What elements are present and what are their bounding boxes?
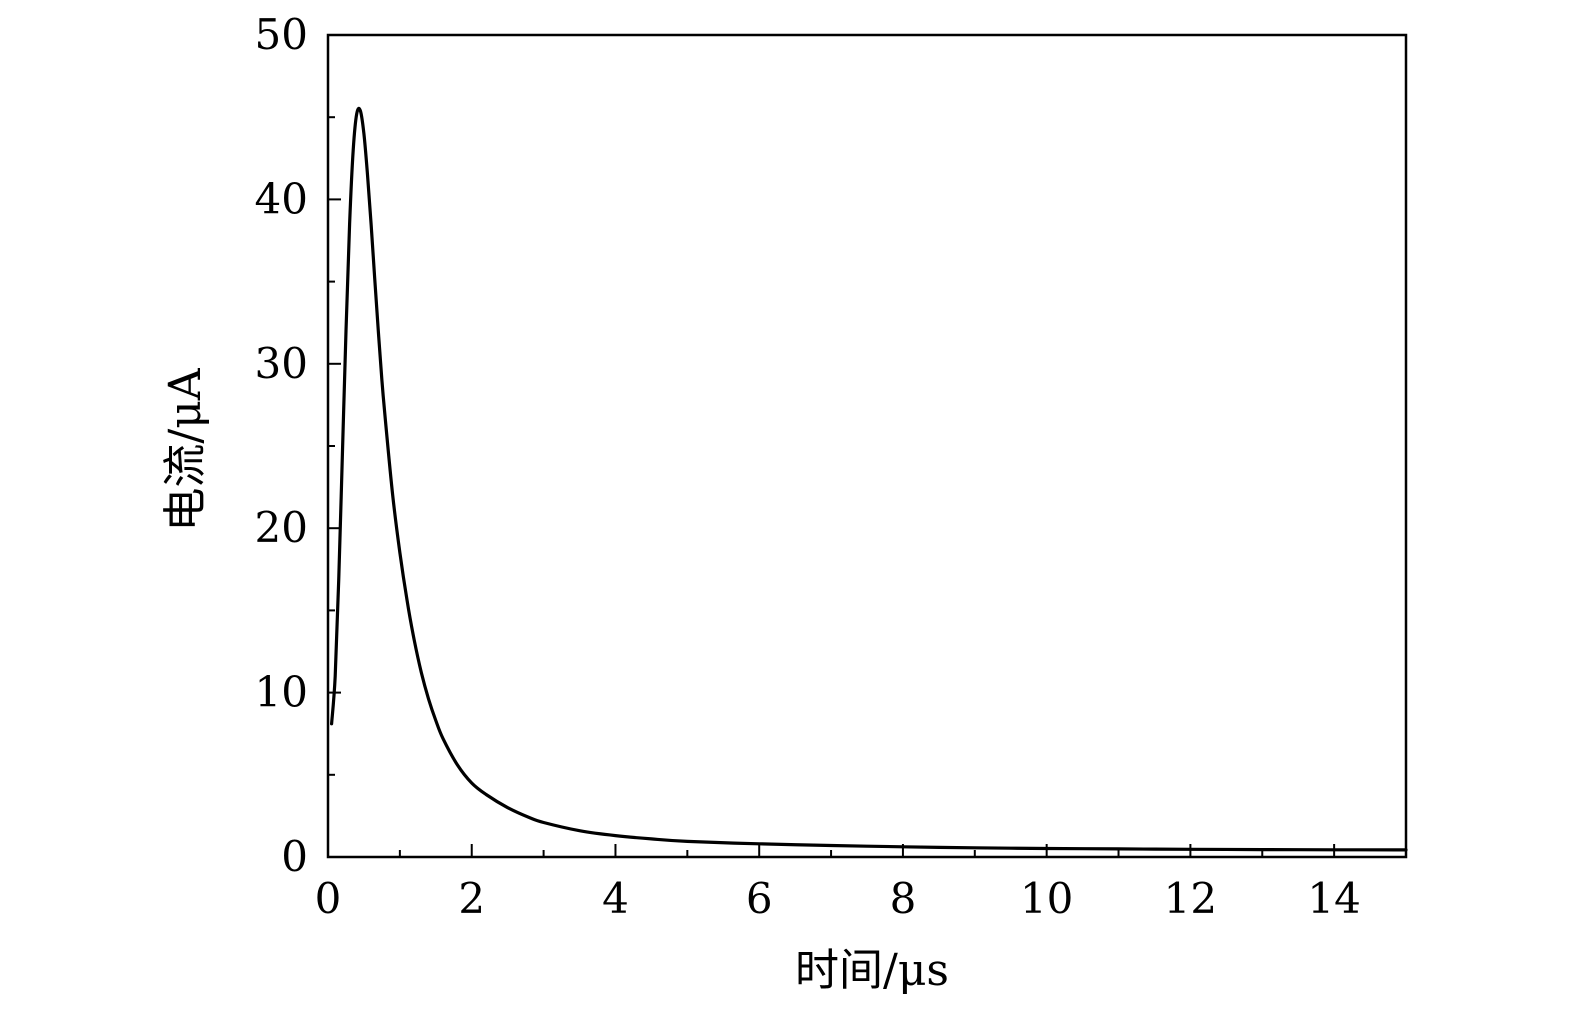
- y-tick-label: 20: [255, 503, 308, 552]
- y-tick-label: 10: [255, 668, 308, 717]
- x-tick-label: 8: [890, 874, 917, 923]
- y-axis-label: 电流/μA: [160, 367, 211, 531]
- x-tick-label: 14: [1307, 874, 1360, 923]
- x-tick-label: 12: [1164, 874, 1217, 923]
- x-tick-label: 4: [602, 874, 629, 923]
- y-tick-label: 50: [255, 10, 308, 59]
- x-tick-label: 10: [1020, 874, 1073, 923]
- y-axis-tick-labels: 0 10 20 30 40 50: [255, 10, 308, 881]
- x-tick-label: 0: [315, 874, 342, 923]
- series-line: [330, 106, 1408, 852]
- plot-frame: [326, 33, 1408, 859]
- y-tick-label: 0: [281, 832, 308, 881]
- x-tick-label: 2: [458, 874, 485, 923]
- x-axis-label: 时间/μs: [795, 945, 949, 996]
- y-axis-ticks: [328, 34, 341, 858]
- y-tick-label: 40: [255, 174, 308, 223]
- x-tick-label: 6: [746, 874, 773, 923]
- y-tick-label: 30: [255, 339, 308, 388]
- x-axis-tick-labels: 0 2 4 6 8 10 12 14: [315, 874, 1361, 923]
